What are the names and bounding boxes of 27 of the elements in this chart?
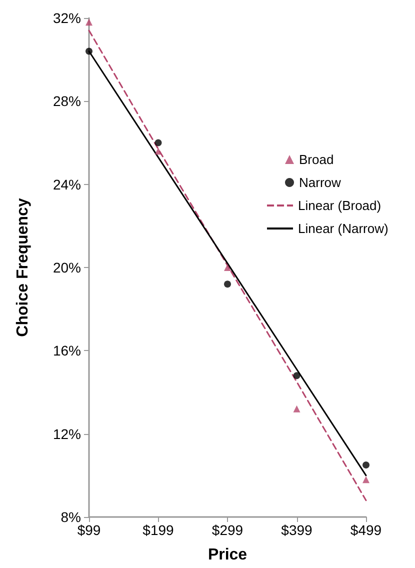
y-tick-label: 12% [52,426,81,442]
x-tick-label: $399 [281,522,313,538]
point [224,264,231,271]
point [293,372,300,380]
legend-label: Narrow [299,175,342,190]
legend-label: Linear (Broad) [298,198,382,213]
y-tick-label: 28% [52,93,81,110]
point [154,148,162,155]
legend-label: Linear (Narrow) [298,221,388,236]
y-tick-label: 20% [52,260,81,276]
legend-label: Broad [299,152,334,167]
y-tick-label: 32% [52,10,81,26]
point [86,48,92,55]
point [362,476,370,484]
x-tick-label: $199 [142,522,174,538]
point [293,405,300,412]
point [154,139,162,146]
y-tick-label: 8% [60,509,81,525]
x-tick-label: $299 [212,522,244,538]
point [224,280,231,288]
x-axis-title: Price [208,546,248,564]
x-tick-label: $499 [350,522,382,538]
x-tick-label: $99 [77,522,101,538]
y-tick-label: 24% [52,176,81,192]
y-axis-title: Choice Frequency [14,198,32,337]
point [362,462,370,469]
y-tick-label: 16% [52,342,81,359]
